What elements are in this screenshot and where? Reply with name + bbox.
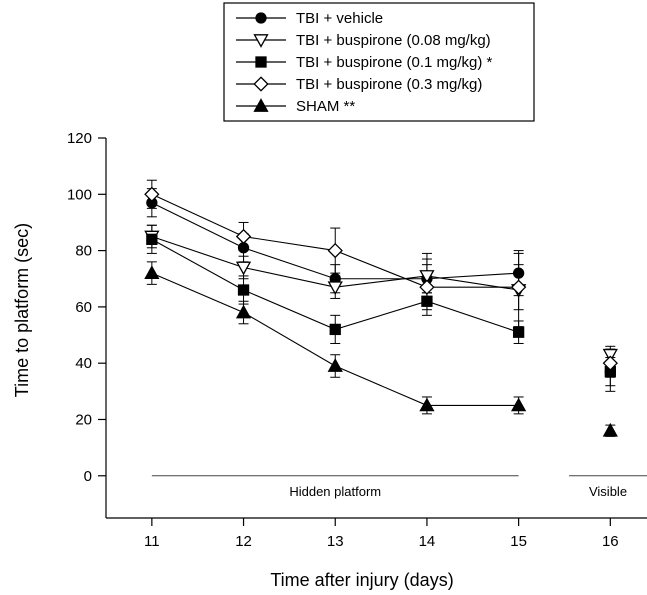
series-markers: [144, 230, 618, 363]
data-point: [419, 270, 435, 284]
series-markers: [146, 233, 616, 378]
data-point: [235, 304, 252, 319]
data-point: [235, 228, 252, 245]
data-point: [253, 76, 269, 92]
data-point: [602, 348, 618, 363]
data-point: [253, 34, 269, 48]
y-tick-label: 60: [75, 299, 92, 316]
axes: 0 20 40 60 80 100 120 11 12 13 14 15 16: [67, 130, 647, 550]
series-layer: [144, 179, 618, 437]
data-point: [237, 284, 250, 296]
data-point: [144, 186, 160, 202]
data-point: [511, 397, 527, 412]
series-markers: [144, 265, 618, 437]
legend-label: TBI + vehicle: [296, 10, 383, 27]
series-markers: [144, 186, 618, 371]
y-tick-label: 20: [75, 411, 92, 428]
legend-item: TBI + buspirone (0.3 mg/kg): [236, 76, 482, 93]
data-point: [235, 261, 252, 276]
data-point: [237, 242, 250, 254]
x-tick-label: 16: [602, 533, 619, 550]
x-tick-label: 13: [327, 533, 344, 550]
error-bar-group: [146, 188, 616, 387]
data-point: [419, 397, 435, 412]
data-point: [602, 422, 618, 437]
phase-label: Hidden platform: [289, 484, 381, 499]
y-tick-label: 120: [67, 130, 92, 147]
x-tick-label: 12: [235, 533, 252, 550]
legend-item: SHAM **: [236, 98, 355, 115]
data-point: [255, 56, 267, 68]
data-point: [512, 326, 525, 338]
x-axis-title: Time after injury (days): [270, 570, 453, 590]
data-point: [255, 12, 267, 24]
legend-item: TBI + buspirone (0.08 mg/kg): [236, 32, 491, 49]
y-tick-label: 80: [75, 243, 92, 260]
legend-item: TBI + vehicle: [236, 10, 383, 27]
data-point: [327, 358, 343, 372]
legend-label: TBI + buspirone (0.3 mg/kg): [296, 76, 482, 93]
data-point: [144, 265, 160, 279]
error-bar-group: [146, 261, 616, 437]
data-point: [253, 98, 269, 112]
error-bar-group: [146, 224, 616, 364]
legend-label: SHAM **: [296, 98, 355, 115]
y-tick-label: 100: [67, 186, 92, 203]
x-tick-label: 14: [419, 533, 436, 550]
y-tick-label: 40: [75, 355, 92, 372]
y-tick-label: 0: [84, 468, 92, 485]
legend-item: TBI + buspirone (0.1 mg/kg) *: [236, 54, 493, 71]
data-point: [329, 323, 341, 336]
legend-label: TBI + buspirone (0.08 mg/kg): [296, 32, 491, 49]
phase-label: Visible: [589, 484, 627, 499]
legend-label: TBI + buspirone (0.1 mg/kg) *: [296, 54, 493, 71]
data-point: [146, 233, 158, 245]
data-point: [421, 295, 433, 307]
y-axis-title: Time to platform (sec): [12, 223, 32, 397]
legend: TBI + vehicle TBI + buspirone (0.08 mg/kg…: [223, 2, 535, 122]
data-point: [327, 242, 343, 259]
data-point: [419, 279, 435, 295]
phase-markers: Hidden platform Visible: [151, 475, 647, 499]
data-point: [512, 267, 525, 279]
data-point: [327, 281, 343, 296]
x-tick-label: 11: [144, 533, 160, 550]
data-point: [510, 279, 527, 295]
data-point: [602, 355, 618, 371]
x-tick-label: 15: [510, 533, 527, 550]
error-bar-group: [146, 224, 616, 392]
